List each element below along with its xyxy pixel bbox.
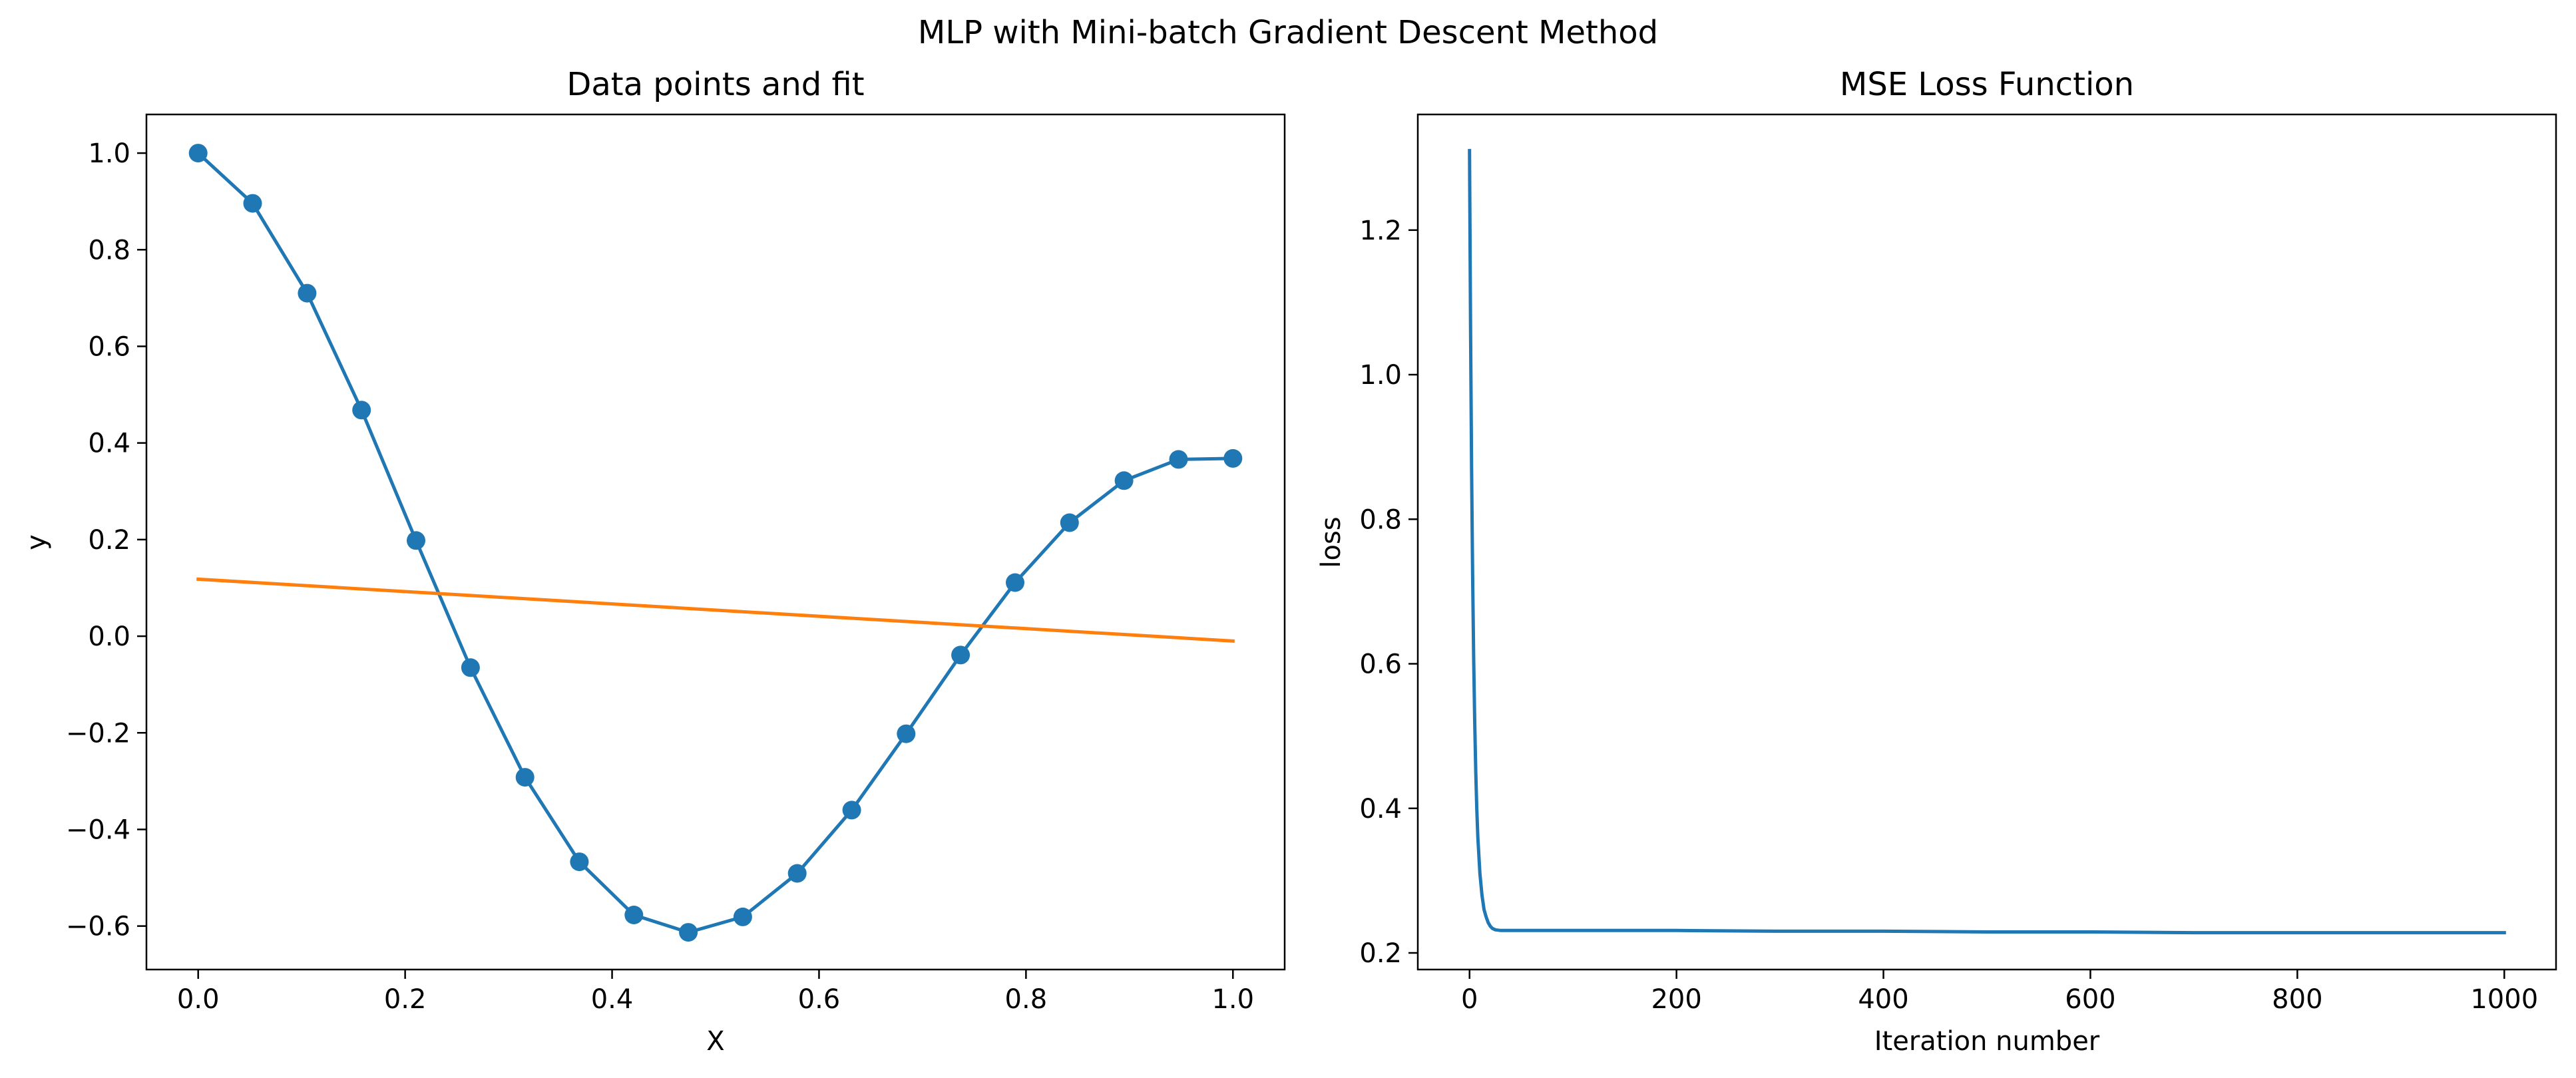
- y-tick-label: 0.8: [1359, 504, 1402, 535]
- y-axis: 0.2 0.4 0.6 0.8 1.0 1.2: [1359, 216, 1418, 969]
- series-0-point: [842, 801, 861, 820]
- series-0-point: [1006, 573, 1024, 592]
- x-tick-label: 800: [2272, 984, 2322, 1015]
- x-tick-label: 0.4: [591, 984, 634, 1015]
- x-tick-label: 0.2: [384, 984, 427, 1015]
- series-0-point: [188, 144, 208, 163]
- x-axis: 0 200 400 600 800 1000: [1461, 970, 2538, 1015]
- axes-frame: [145, 113, 1286, 971]
- y-axis-label: loss: [1316, 516, 1347, 568]
- y-tick-label: 0.2: [88, 525, 130, 556]
- series-0-line: [196, 150, 1235, 934]
- y-tick-label: 1.0: [88, 138, 130, 169]
- series-0-point: [1169, 450, 1188, 469]
- series-0-point: [298, 283, 317, 303]
- axes-title: Data points and fit: [566, 66, 864, 103]
- axes-data-points-and-fit: Data points and fit 0.0 0.2 0.4 0.6 0.8 1.0 −…: [21, 66, 1286, 1057]
- x-tick-label: 1.0: [1211, 984, 1254, 1015]
- y-tick-label: −0.2: [66, 718, 130, 749]
- y-axis-label: y: [21, 534, 52, 550]
- x-axis: 0.0 0.2 0.4 0.6 0.8 1.0: [177, 970, 1254, 1015]
- y-tick-label: 0.6: [1359, 649, 1402, 680]
- series-0-line: [1468, 148, 2506, 935]
- plot-area: [188, 144, 1243, 942]
- series-0-point: [1114, 471, 1134, 490]
- series-1-line: [196, 577, 1235, 643]
- series-0-point: [352, 401, 371, 420]
- y-tick-label: 0.4: [1359, 794, 1402, 824]
- y-tick-label: −0.6: [66, 912, 130, 942]
- x-tick-label: 0.8: [1005, 984, 1048, 1015]
- x-tick-label: 200: [1651, 984, 1701, 1015]
- x-tick-label: 0: [1461, 984, 1478, 1015]
- x-tick-label: 0.0: [177, 984, 220, 1015]
- x-tick-label: 600: [2065, 984, 2115, 1015]
- series-0-point: [515, 768, 535, 787]
- series-0-point: [407, 531, 425, 550]
- figure-suptitle: MLP with Mini-batch Gradient Descent Met…: [918, 14, 1658, 51]
- x-tick-label: 1000: [2470, 984, 2538, 1015]
- x-tick-label: 400: [1858, 984, 1908, 1015]
- plot-area: [1468, 148, 2506, 935]
- series-0-point: [624, 906, 644, 924]
- series-0-point: [897, 724, 916, 743]
- y-tick-label: 0.4: [88, 429, 130, 459]
- series-0-point: [461, 658, 480, 677]
- y-tick-label: 0.2: [1359, 938, 1402, 969]
- y-axis: −0.6 −0.4 −0.2 0.0 0.2 0.4 0.6 0.8 1.0: [66, 138, 146, 942]
- series-0-point: [679, 923, 698, 942]
- y-tick-label: −0.4: [66, 814, 130, 845]
- series-0-point: [243, 194, 262, 213]
- axes-frame: [1416, 113, 2557, 971]
- series-0-point: [570, 852, 589, 872]
- series-0-point: [787, 864, 807, 883]
- x-axis-label: X: [706, 1026, 724, 1057]
- series-0-point: [1060, 513, 1079, 532]
- y-tick-label: 0.8: [88, 235, 130, 266]
- series-0-point: [951, 645, 970, 665]
- y-tick-label: 0.6: [88, 331, 130, 362]
- y-tick-label: 1.0: [1359, 360, 1402, 391]
- y-tick-label: 0.0: [88, 622, 130, 652]
- series-0-point: [1223, 449, 1243, 468]
- axes-title: MSE Loss Function: [1840, 66, 2134, 103]
- y-tick-label: 1.2: [1359, 216, 1402, 246]
- x-tick-label: 0.6: [798, 984, 841, 1015]
- x-axis-label: Iteration number: [1874, 1026, 2100, 1057]
- series-0-point: [733, 907, 752, 926]
- axes-mse-loss-function: MSE Loss Function 0 200 400 600 800 1000 0.20…: [1316, 66, 2557, 1057]
